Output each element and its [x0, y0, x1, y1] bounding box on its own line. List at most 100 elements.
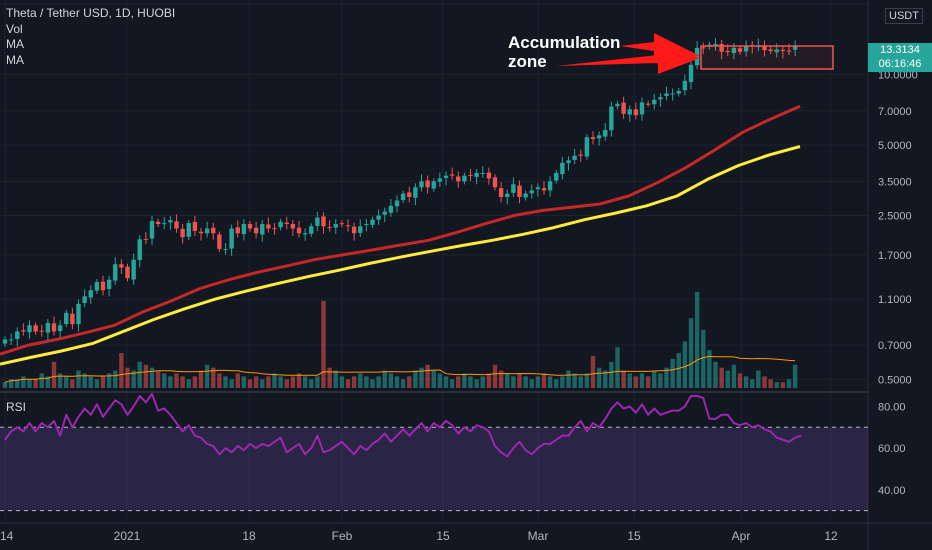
candle: [217, 231, 222, 253]
candle-body: [725, 51, 730, 53]
volume-bar: [321, 300, 326, 388]
volume-bar: [688, 318, 694, 388]
candle: [113, 257, 118, 285]
candle-body: [302, 233, 308, 235]
candle: [498, 182, 504, 203]
volume-bar: [358, 373, 363, 388]
time-tick-label: 12: [824, 529, 838, 543]
candle: [88, 285, 93, 304]
time-tick-label: 15: [627, 529, 641, 543]
volume-bar: [57, 373, 63, 388]
candle-body: [792, 45, 798, 50]
candle-body: [615, 103, 620, 107]
candle: [590, 131, 596, 145]
candle-body: [498, 188, 504, 197]
candle-body: [284, 222, 289, 225]
candle-body: [119, 264, 124, 268]
volume-bar: [168, 376, 173, 388]
ma-indicator-label-2[interactable]: MA: [6, 52, 24, 67]
candle-body: [33, 325, 38, 332]
volume-bar: [39, 373, 44, 388]
candle: [8, 333, 14, 346]
candle-body: [774, 49, 779, 53]
candle: [517, 180, 522, 204]
volume-bar: [21, 376, 26, 388]
accumulation-zone-box: [700, 45, 834, 70]
ma-indicator-label-1[interactable]: MA: [6, 37, 24, 51]
candle: [82, 289, 87, 308]
volume-bar: [137, 361, 142, 388]
candle: [119, 259, 124, 274]
volume-bar: [290, 376, 296, 388]
candle-body: [388, 205, 394, 213]
candle: [253, 221, 259, 239]
candle: [737, 45, 743, 55]
price-tick-label: 3.5000: [878, 176, 912, 188]
candle-body: [449, 174, 455, 176]
candle: [676, 88, 681, 97]
candle: [743, 40, 749, 57]
rsi-pane-label[interactable]: RSI: [6, 400, 27, 414]
price-tick-label: 2.5000: [878, 211, 912, 223]
candle: [443, 171, 449, 186]
candle: [345, 219, 351, 232]
candle-body: [57, 325, 63, 332]
candle-body: [39, 330, 44, 332]
volume-bar: [278, 376, 283, 388]
rsi-line: [4, 392, 802, 458]
candle: [474, 168, 479, 185]
volume-bar: [76, 370, 81, 388]
candle: [284, 216, 289, 230]
volume-bar: [609, 361, 614, 388]
vol-indicator-label[interactable]: Vol: [6, 21, 23, 36]
volume-bar: [762, 376, 767, 388]
volume-bar: [119, 353, 124, 388]
volume-bar: [106, 373, 112, 388]
candle-body: [186, 223, 191, 237]
volume-bar: [603, 370, 608, 388]
volume-bar: [535, 376, 541, 388]
volume-bar: [284, 379, 289, 388]
volume-bar: [419, 367, 424, 388]
candle-body: [762, 45, 767, 51]
candle: [272, 223, 277, 235]
volume-bar: [70, 379, 75, 388]
candle: [266, 217, 271, 233]
candle-body: [639, 102, 645, 115]
volume-bar: [505, 373, 510, 388]
currency-unit-badge[interactable]: USDT: [885, 8, 923, 24]
candle-body: [688, 64, 694, 83]
candle: [51, 316, 57, 336]
candle-body: [253, 227, 259, 234]
volume-bar: [768, 379, 773, 388]
candle-body: [315, 217, 320, 226]
volume-bar: [302, 376, 308, 388]
candle: [670, 88, 675, 101]
candle: [364, 219, 369, 232]
candle-body: [474, 172, 479, 177]
candle-body: [8, 339, 14, 341]
candle-body: [149, 220, 155, 239]
volume-bar: [750, 379, 755, 388]
volume-bar: [792, 364, 798, 388]
candle: [615, 100, 620, 110]
candle-body: [327, 227, 332, 229]
candle: [192, 216, 198, 237]
price-tick-label: 7.0000: [878, 106, 912, 118]
volume-bar: [51, 361, 57, 388]
volume-bar: [94, 379, 100, 388]
volume-bar: [719, 367, 724, 388]
volume-bar: [498, 370, 504, 388]
chart-legend: Theta / Tether USD, 1D, HUOBI Vol MA MA: [6, 6, 175, 68]
volume-bar: [541, 373, 547, 388]
candle-body: [339, 223, 345, 225]
candle: [621, 96, 626, 119]
volume-ma-line: [4, 355, 796, 383]
candle-body: [486, 172, 492, 179]
candle: [449, 167, 455, 180]
candle: [223, 243, 228, 255]
candle: [603, 123, 608, 141]
symbol-title[interactable]: Theta / Tether USD, 1D, HUOBI: [6, 6, 176, 20]
candle: [609, 101, 614, 137]
